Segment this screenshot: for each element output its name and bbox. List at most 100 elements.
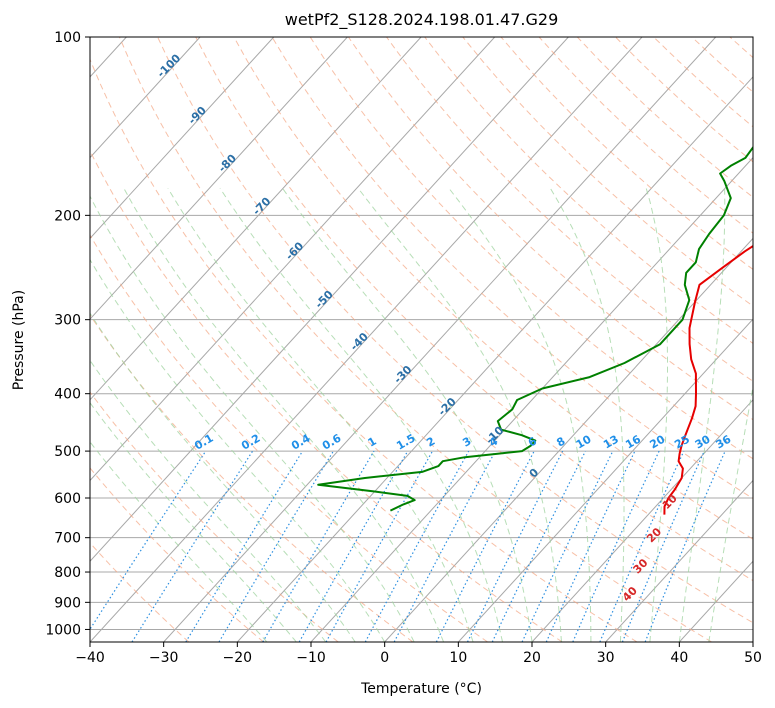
moist-adiabat-line	[90, 312, 356, 642]
mixing-ratio-line	[185, 450, 304, 642]
dry-adiabat-line	[233, 37, 753, 540]
moist-adiabat-line	[282, 187, 533, 642]
moist-adiabat-label: 20	[644, 525, 664, 545]
mixing-ratio-label: 0.4	[289, 431, 313, 452]
isotherm-line	[531, 399, 753, 642]
dry-adiabat-label: -90	[186, 104, 209, 127]
moist-adiabat-line	[167, 187, 474, 642]
y-tick-label: 800	[54, 565, 81, 581]
dry-adiabat-line	[615, 37, 753, 163]
moist-adiabat-label: 30	[631, 556, 651, 576]
isotherm-line	[163, 37, 717, 642]
moist-adiabat-line	[645, 188, 668, 642]
mixing-ratio-label: 8	[554, 435, 567, 450]
mixing-ratio-label: 36	[713, 432, 733, 451]
x-tick-label: −30	[149, 650, 179, 666]
y-tick-label: 300	[54, 313, 81, 329]
dry-adiabat-line	[271, 37, 753, 500]
dry-adiabat-line	[90, 467, 264, 642]
dry-adiabat-label: -70	[250, 194, 273, 217]
x-tick-label: 20	[523, 650, 541, 666]
isotherm-line	[605, 479, 753, 642]
x-tick-label: 50	[744, 650, 762, 666]
moist-adiabat-line	[123, 187, 445, 642]
moist-adiabat-line	[219, 187, 503, 642]
isotherm-line	[90, 37, 275, 240]
dry-adiabat-line	[347, 37, 753, 421]
dry-adiabat-label: -50	[313, 288, 336, 311]
mixing-ratio-line	[491, 450, 586, 642]
mixing-ratio-line	[325, 450, 434, 642]
dry-adiabat-line	[309, 37, 753, 460]
y-tick-label: 100	[54, 30, 81, 46]
y-tick-label: 1000	[45, 622, 81, 638]
dry-adiabat-line	[576, 37, 753, 198]
mixing-ratio-line	[572, 450, 660, 642]
isotherm-line	[90, 37, 422, 401]
mixing-ratio-line	[644, 450, 726, 642]
plot-frame	[89, 36, 754, 643]
isotherm-line	[457, 318, 753, 642]
dry-adiabat-line	[462, 37, 753, 307]
background-lines	[90, 37, 753, 642]
y-tick-label: 500	[54, 444, 81, 460]
dry-adiabat-line	[729, 37, 753, 59]
dry-adiabat-line	[195, 37, 753, 582]
mixing-ratio-label: 1.5	[394, 432, 417, 453]
dry-adiabat-line	[386, 37, 753, 382]
moist-adiabat-line	[357, 187, 562, 642]
mixing-ratio-line	[545, 450, 636, 642]
mixing-ratio-line	[131, 450, 254, 642]
moist-adiabat-line	[678, 188, 726, 642]
y-tick-label: 900	[54, 595, 81, 611]
line-labels: 0.1 0.2 0.4 0.6 1 1.5 2 3 4 6 8 10 13 16 20 25 30 36-100-…	[155, 51, 734, 604]
dry-adiabat-line	[424, 37, 753, 344]
dry-adiabat-label: -30	[391, 363, 414, 386]
dry-adiabat-label: -100	[155, 51, 184, 80]
moist-adiabat-label: 10	[660, 492, 680, 512]
isotherm-line	[236, 76, 753, 642]
moist-adiabat-line	[90, 258, 386, 642]
mixing-ratio-line	[466, 450, 564, 642]
mixing-ratio-label: 0.2	[239, 432, 262, 453]
isotherm-line	[752, 641, 753, 642]
dry-adiabat-line	[691, 37, 753, 93]
dry-adiabat-line	[157, 37, 753, 624]
moist-adiabat-line	[90, 195, 415, 642]
y-axis: 1000 900 800 700 600 500 400 300 200 100	[45, 30, 90, 638]
dry-adiabat-line	[538, 37, 753, 234]
dry-adiabat-line	[90, 234, 488, 642]
y-tick-label: 200	[54, 208, 81, 224]
moist-adiabat-line	[90, 441, 268, 642]
x-tick-label: −20	[223, 650, 253, 666]
isotherm-line	[90, 37, 496, 482]
x-tick-label: 0	[380, 650, 389, 666]
dry-adiabat-line	[90, 391, 339, 642]
dry-adiabat-line	[90, 149, 563, 642]
temperature-profile-line	[663, 244, 753, 515]
mixing-ratio-label: 13	[601, 433, 621, 452]
dry-adiabat-line	[118, 37, 712, 642]
dry-adiabat-line	[90, 58, 638, 642]
dry-adiabat-line	[653, 37, 753, 128]
mixing-ratio-label: 16	[623, 432, 643, 451]
x-axis: −40 −30 −20 −10 0 10 20 30 40 50	[75, 642, 762, 666]
x-tick-label: −10	[296, 650, 326, 666]
mixing-ratio-line	[218, 450, 334, 642]
y-tick-label: 400	[54, 387, 81, 403]
y-tick-label: 700	[54, 531, 81, 547]
isotherm-line	[90, 37, 643, 642]
moist-adiabat-line	[90, 359, 327, 642]
mixing-ratio-label: 25	[672, 433, 692, 452]
mixing-ratio-line	[393, 450, 496, 642]
dewpoint-profile-line	[317, 145, 753, 512]
isotherm-line	[90, 37, 569, 563]
x-tick-label: −40	[75, 650, 105, 666]
y-tick-label: 600	[54, 491, 81, 507]
dry-adiabat-line	[90, 542, 190, 642]
mixing-ratio-label: 30	[693, 432, 713, 451]
mixing-ratio-line	[90, 450, 207, 631]
isotherm-line	[90, 37, 348, 320]
x-tick-label: 30	[597, 650, 615, 666]
mixing-ratio-line	[599, 450, 685, 642]
